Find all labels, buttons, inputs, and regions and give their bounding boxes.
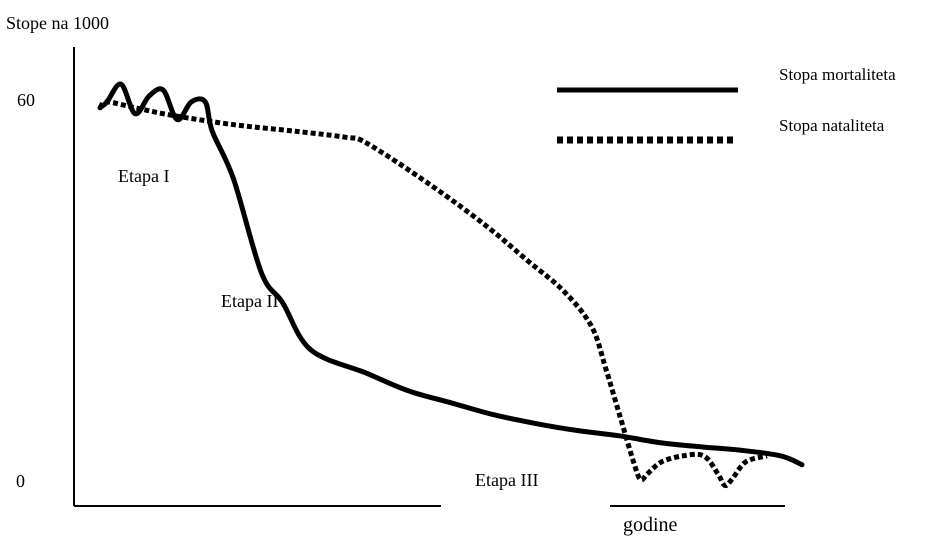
y-tick-label-0: 0 xyxy=(16,471,25,491)
series-line-mortaliteta xyxy=(97,81,805,468)
annotation-etapa-i: Etapa I xyxy=(118,166,169,186)
y-axis-title: Stope na 1000 xyxy=(6,13,109,33)
series-layer xyxy=(97,81,805,489)
annotation-etapa-iii: Etapa III xyxy=(475,470,538,490)
legend: Stopa mortaliteta Stopa nataliteta xyxy=(557,65,896,144)
legend-label-mortaliteta: Stopa mortaliteta xyxy=(779,65,896,84)
x-axis-title: godine xyxy=(623,514,678,536)
y-tick-label-60: 60 xyxy=(17,90,35,110)
legend-label-nataliteta: Stopa nataliteta xyxy=(779,116,885,135)
series-line-nataliteta xyxy=(98,99,768,489)
annotation-etapa-ii: Etapa II xyxy=(221,291,278,311)
